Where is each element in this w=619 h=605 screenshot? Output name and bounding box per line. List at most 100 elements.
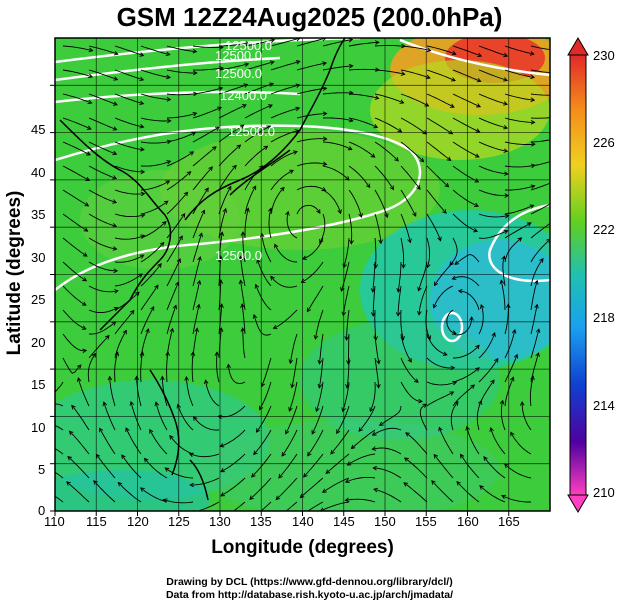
streamline [433, 454, 454, 479]
streamline-arrow [505, 303, 511, 309]
streamline-arrow [403, 457, 409, 462]
streamline [218, 104, 247, 119]
streamline-arrow [396, 287, 401, 293]
streamline-arrow [465, 425, 470, 431]
streamline-arrow [378, 239, 383, 245]
streamline-arrow [347, 146, 353, 151]
streamline [288, 381, 298, 412]
streamline-arrow [555, 179, 559, 183]
streamline-arrow [551, 220, 555, 224]
streamline [530, 203, 550, 215]
streamline [251, 453, 272, 478]
streamline [140, 93, 171, 101]
contour-line [55, 56, 281, 82]
streamline [88, 69, 118, 81]
streamline [88, 93, 118, 106]
streamline [302, 237, 324, 260]
streamline [166, 132, 196, 143]
streamline [452, 141, 480, 158]
streamline [93, 480, 116, 503]
streamline [55, 471, 64, 479]
streamline [433, 285, 454, 308]
streamline-arrow [236, 144, 242, 149]
streamline-arrow [503, 101, 508, 106]
streamline-arrow [194, 327, 199, 333]
streamline-arrow [238, 279, 244, 285]
streamline-arrow [504, 193, 510, 198]
streamline-arrow [322, 161, 328, 167]
streamline [255, 284, 272, 311]
streamline [397, 285, 402, 316]
contour-label: 12500.0 [215, 248, 262, 263]
streamline [450, 401, 459, 431]
streamline [67, 456, 90, 479]
streamline-arrow [293, 150, 298, 155]
streamline-arrow [425, 74, 431, 80]
streamline [244, 185, 257, 215]
streamline [530, 280, 538, 311]
streamline [196, 501, 220, 511]
streamline [397, 261, 402, 292]
streamline [504, 117, 535, 123]
streamline-arrow [307, 451, 312, 457]
streamline [296, 62, 327, 71]
streamline-arrow [503, 229, 509, 235]
x-tick-label: 165 [498, 514, 520, 529]
streamline [504, 164, 535, 168]
streamline [483, 456, 506, 479]
streamline-arrow [557, 71, 561, 75]
streamline-arrow [288, 406, 293, 412]
streamline [346, 357, 350, 388]
colorbar-tick-label: 222 [593, 222, 615, 237]
contour-label: 12400.0 [220, 88, 267, 103]
streamline [274, 244, 298, 263]
streamline-arrow [180, 213, 186, 218]
streamline [96, 454, 116, 479]
streamline-arrow [214, 126, 220, 131]
streamline [261, 233, 272, 263]
streamline [372, 447, 402, 455]
streamline [177, 404, 194, 431]
streamline-arrow [433, 281, 439, 287]
credit-data: Data from http://database.rish.kyoto-u.a… [165, 589, 454, 601]
streamline [452, 117, 480, 133]
streamline [530, 93, 550, 96]
streamline-arrow [76, 377, 82, 382]
streamline [239, 256, 246, 287]
streamline-arrow [303, 472, 308, 478]
streamline-arrow [529, 51, 535, 56]
streamline [400, 45, 431, 52]
streamline [114, 352, 119, 383]
streamline [244, 39, 275, 47]
streamline [268, 208, 272, 239]
streamline [62, 213, 88, 232]
y-tick-label: 10 [31, 420, 46, 435]
streamline-arrow [196, 303, 201, 309]
streamline [306, 501, 324, 511]
streamline-arrow [165, 51, 171, 57]
streamline-arrow [203, 379, 209, 385]
streamline [69, 430, 90, 455]
streamline [62, 333, 87, 352]
streamline-arrow [358, 427, 363, 432]
streamline-arrow [139, 351, 145, 357]
field-region [55, 470, 210, 511]
streamline [446, 309, 457, 334]
streamline-arrow [266, 125, 272, 130]
contour-label: 12500.0 [215, 48, 262, 63]
streamline [218, 83, 248, 95]
streamline [504, 329, 516, 359]
streamline [166, 305, 177, 335]
streamline-arrow [154, 284, 159, 290]
streamline-arrow [145, 328, 150, 334]
streamline [530, 304, 538, 335]
streamline [192, 87, 223, 95]
streamline-arrow [476, 103, 482, 108]
streamline-arrow [437, 236, 442, 242]
streamline-arrow [166, 97, 172, 102]
streamline [500, 280, 506, 311]
streamline [347, 453, 376, 466]
streamline [426, 333, 448, 356]
streamline [114, 310, 135, 335]
streamline [311, 405, 324, 435]
